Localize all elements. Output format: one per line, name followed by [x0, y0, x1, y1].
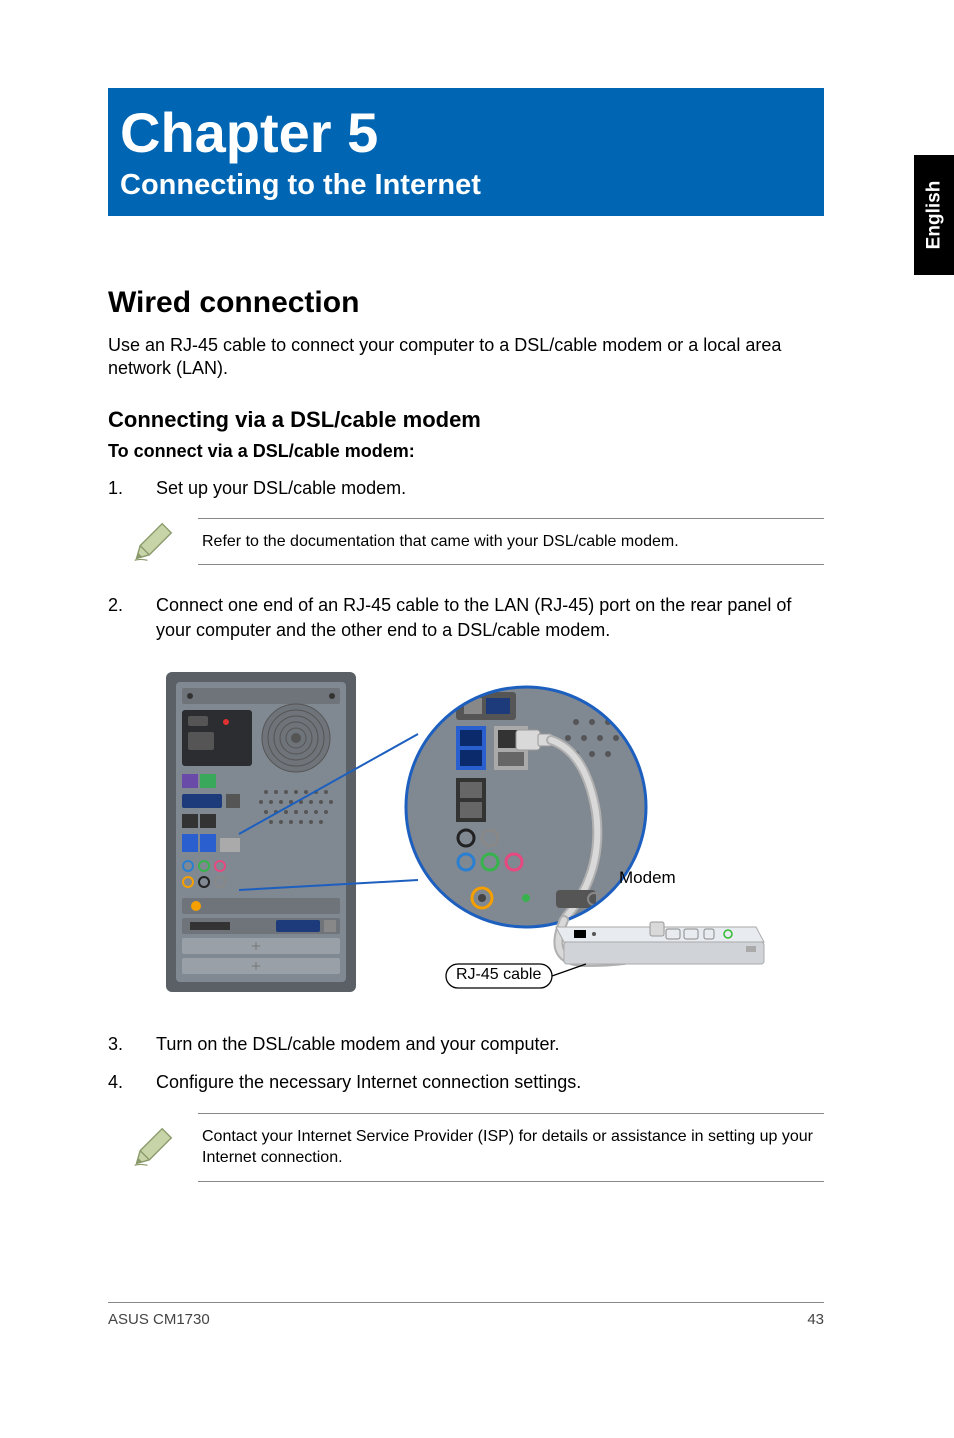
chapter-banner: Chapter 5 Connecting to the Internet — [108, 88, 824, 216]
section-heading: Wired connection — [108, 286, 824, 320]
note-text: Refer to the documentation that came wit… — [198, 518, 824, 566]
diagram-label-rj45: RJ-45 cable — [456, 966, 541, 984]
step-item: 2. Connect one end of an RJ-45 cable to … — [108, 593, 824, 642]
step-item: 1. Set up your DSL/cable modem. — [108, 476, 824, 500]
subsection-heading: Connecting via a DSL/cable modem — [108, 407, 824, 433]
note-text: Contact your Internet Service Provider (… — [198, 1113, 824, 1182]
footer-page-number: 43 — [807, 1311, 824, 1328]
chapter-title: Chapter 5 — [120, 104, 812, 163]
step-text: Set up your DSL/cable modem. — [156, 476, 824, 500]
language-tab: English — [914, 155, 954, 275]
step-item: 4. Configure the necessary Internet conn… — [108, 1070, 824, 1094]
section-intro: Use an RJ-45 cable to connect your compu… — [108, 334, 824, 381]
step-number: 1. — [108, 476, 156, 500]
step-number: 4. — [108, 1070, 156, 1094]
pencil-note-icon — [108, 1125, 198, 1169]
diagram-label-modem: Modem — [619, 868, 676, 888]
connection-diagram: Modem RJ-45 cable — [156, 662, 776, 1002]
note-box: Contact your Internet Service Provider (… — [108, 1113, 824, 1182]
step-item: 3. Turn on the DSL/cable modem and your … — [108, 1032, 824, 1056]
page-footer: ASUS CM1730 43 — [108, 1302, 824, 1328]
footer-model: ASUS CM1730 — [108, 1311, 210, 1328]
procedure-label: To connect via a DSL/cable modem: — [108, 441, 824, 462]
step-number: 2. — [108, 593, 156, 642]
step-text: Configure the necessary Internet connect… — [156, 1070, 824, 1094]
page-content: Chapter 5 Connecting to the Internet Wir… — [108, 88, 824, 1210]
language-tab-label: English — [923, 181, 945, 250]
step-text: Connect one end of an RJ-45 cable to the… — [156, 593, 824, 642]
pencil-note-icon — [108, 520, 198, 564]
step-text: Turn on the DSL/cable modem and your com… — [156, 1032, 824, 1056]
note-box: Refer to the documentation that came wit… — [108, 518, 824, 566]
step-number: 3. — [108, 1032, 156, 1056]
chapter-subtitle: Connecting to the Internet — [120, 169, 812, 202]
